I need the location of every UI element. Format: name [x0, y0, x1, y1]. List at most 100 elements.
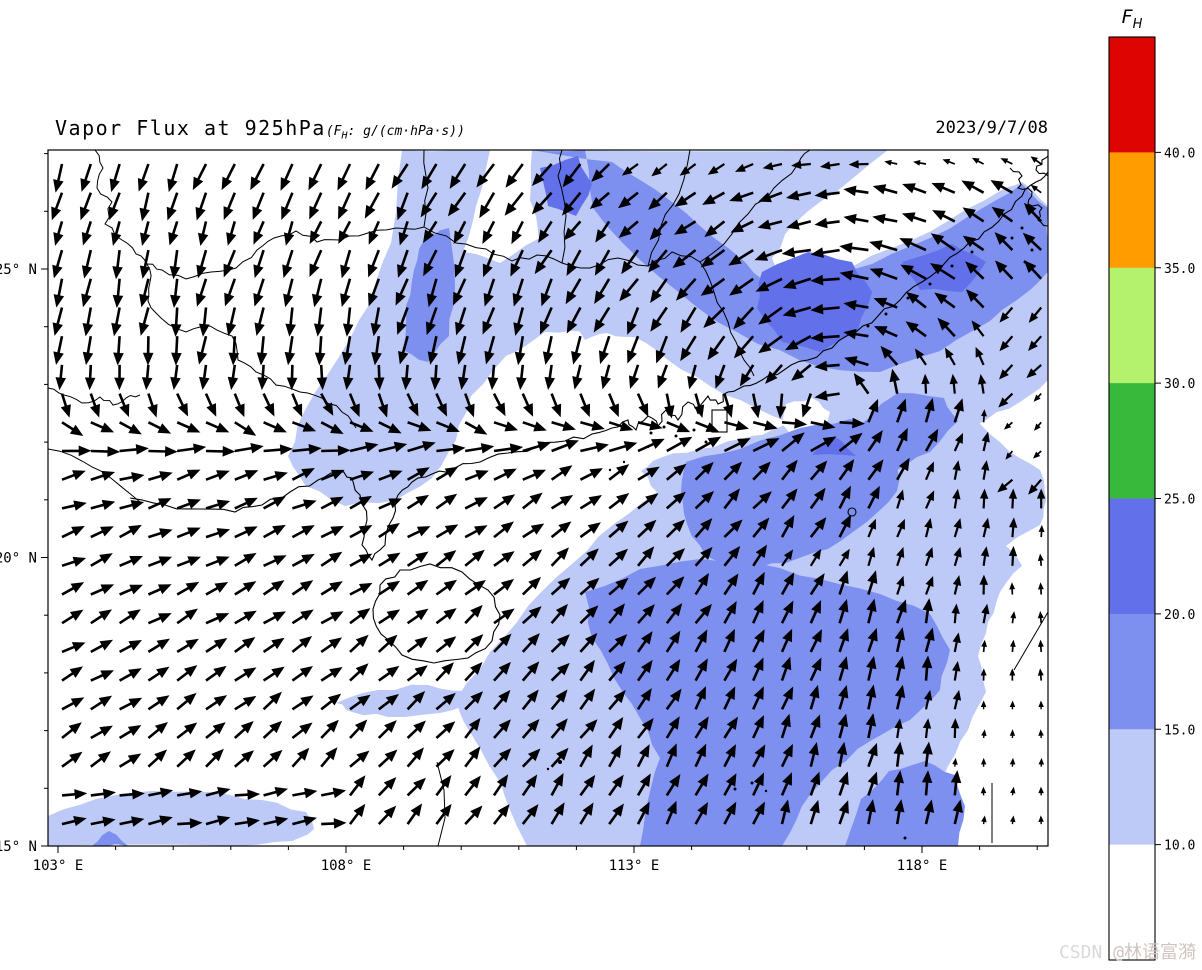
- flux-vector-arrow: [758, 306, 783, 325]
- flux-vector-arrow: [971, 157, 984, 165]
- flux-vector-arrow: [977, 373, 987, 394]
- flux-vector-arrow: [458, 364, 469, 390]
- province-border: [423, 226, 649, 269]
- x-tick-label: 113° E: [609, 858, 660, 874]
- flux-vector-arrow: [1000, 158, 1013, 165]
- flux-vector-arrow: [291, 635, 313, 653]
- flux-vector-arrow: [896, 518, 905, 538]
- flux-vector-arrow: [476, 163, 496, 188]
- flux-vector-arrow: [148, 787, 174, 798]
- flux-vector-arrow: [780, 656, 792, 682]
- flux-vector-arrow: [981, 815, 987, 825]
- flux-vector-arrow: [262, 720, 283, 739]
- flux-vector-arrow: [608, 661, 626, 682]
- flux-vector-arrow: [752, 744, 766, 768]
- flux-vector-arrow: [838, 485, 851, 509]
- flux-vector-arrow: [952, 689, 962, 710]
- flux-vector-arrow: [929, 263, 956, 280]
- flux-vector-arrow: [694, 743, 707, 768]
- flux-vector-arrow: [423, 220, 438, 243]
- flux-vector-arrow: [263, 555, 287, 567]
- flux-vector-arrow: [81, 221, 93, 246]
- flux-vector-arrow: [464, 549, 485, 567]
- flux-vector-arrow: [579, 688, 596, 711]
- flux-vector-arrow: [262, 749, 283, 768]
- flux-vector-arrow: [579, 744, 593, 768]
- flux-vector-arrow: [90, 470, 116, 481]
- flux-vector-arrow: [1037, 553, 1044, 566]
- flux-vector-arrow: [1024, 260, 1043, 280]
- flux-vector-arrow: [464, 497, 488, 510]
- flux-vector-arrow: [636, 773, 651, 797]
- flux-vector-arrow: [493, 494, 516, 510]
- flux-vector-arrow: [61, 722, 82, 740]
- flux-vector-arrow: [406, 636, 428, 653]
- flux-vector-arrow: [118, 640, 142, 654]
- flux-vector-arrow: [637, 546, 655, 567]
- flux-vector-arrow: [204, 393, 217, 417]
- flux-vector-arrow: [368, 278, 381, 307]
- flux-vector-arrow: [872, 213, 898, 225]
- flux-vector-arrow: [435, 493, 458, 510]
- flux-vector-arrow: [728, 248, 754, 266]
- flux-vector-arrow: [205, 665, 227, 682]
- flux-vector-arrow: [1028, 478, 1043, 495]
- flux-vector-arrow: [205, 556, 230, 568]
- flux-vector-arrow: [119, 556, 144, 567]
- flux-vector-arrow: [672, 249, 697, 269]
- flux-vector-arrow: [223, 192, 237, 220]
- flux-vector-arrow: [895, 398, 907, 423]
- flux-vector-arrow: [952, 632, 961, 653]
- flux-vector-arrow: [118, 753, 142, 768]
- flux-vector-arrow: [521, 661, 540, 682]
- flux-vector-arrow: [1038, 700, 1044, 710]
- flux-vector-arrow: [579, 393, 591, 418]
- flux-vector-arrow: [867, 430, 883, 452]
- flux-vector-arrow: [550, 718, 568, 739]
- flux-vector-arrow: [900, 264, 927, 280]
- flux-vector-arrow: [119, 444, 149, 455]
- flux-vector-arrow: [755, 277, 783, 292]
- flux-vector-arrow: [177, 818, 203, 829]
- flux-vector-arrow: [872, 184, 898, 195]
- flux-vector-arrow: [320, 637, 343, 653]
- flux-vector-arrow: [913, 159, 927, 166]
- flux-vector-arrow: [320, 719, 339, 739]
- flux-vector-arrow: [349, 495, 372, 510]
- flux-vector-arrow: [953, 518, 962, 538]
- flux-vector-arrow: [1008, 488, 1018, 509]
- formula-subscript: H: [341, 130, 348, 142]
- flux-vector-arrow: [378, 498, 403, 510]
- flux-vector-arrow: [619, 277, 640, 302]
- flux-vector-arrow: [780, 686, 794, 710]
- flux-vector-arrow: [750, 393, 762, 419]
- flux-vector-arrow: [650, 278, 668, 303]
- province-border: [48, 448, 141, 503]
- flux-vector-arrow: [253, 220, 265, 245]
- flux-vector-arrow: [962, 207, 985, 223]
- flux-vector-arrow: [752, 686, 764, 710]
- flux-vector-arrow: [922, 741, 933, 767]
- flux-vector-arrow: [1009, 639, 1016, 652]
- flux-vector-arrow: [867, 485, 880, 509]
- flux-vector-arrow: [169, 249, 181, 280]
- flux-vector-arrow: [119, 472, 145, 483]
- flux-vector-arrow: [637, 466, 660, 481]
- flux-vector-arrow: [53, 335, 64, 365]
- flux-vector-arrow: [837, 713, 849, 739]
- flux-vector-arrow: [563, 220, 582, 241]
- flux-vector-arrow: [664, 393, 675, 419]
- flux-vector-arrow: [608, 634, 628, 653]
- contour-region-dark: [540, 156, 592, 216]
- flux-vector-arrow: [579, 548, 599, 567]
- flux-vector-arrow: [1037, 611, 1044, 624]
- flux-vector-arrow: [147, 749, 168, 768]
- flux-vector-arrow: [952, 575, 962, 595]
- flux-vector-arrow: [665, 800, 677, 825]
- flux-vector-arrow: [707, 335, 726, 361]
- province-border: [48, 387, 141, 406]
- y-tick-label: 15° N: [0, 839, 37, 855]
- flux-vector-arrow: [447, 191, 467, 217]
- flux-vector-arrow: [521, 633, 540, 653]
- islet-dot: [622, 460, 626, 464]
